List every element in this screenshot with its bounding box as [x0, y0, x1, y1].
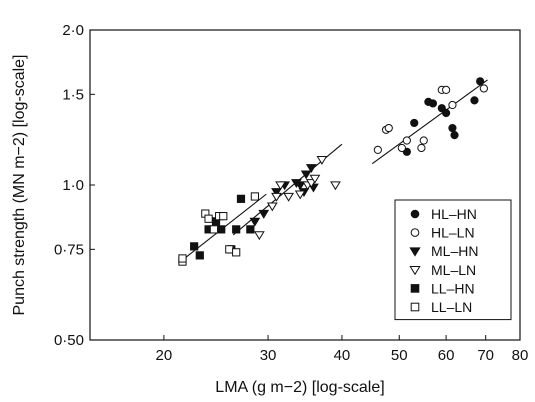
data-point — [448, 100, 457, 110]
x-tick-label: 20 — [156, 347, 173, 364]
data-point — [448, 123, 457, 133]
data-point — [217, 225, 226, 234]
legend-marker — [410, 302, 420, 312]
data-point — [410, 118, 419, 128]
data-point — [258, 209, 270, 219]
x-tick-label: 70 — [477, 347, 494, 364]
data-point — [195, 251, 204, 260]
data-point — [246, 225, 255, 234]
data-point — [232, 225, 241, 234]
data-point — [450, 131, 459, 140]
regression-line — [371, 79, 488, 165]
data-point — [442, 108, 451, 118]
legend-label: HL–LN — [431, 225, 475, 241]
y-tick-label: 2·0 — [62, 22, 84, 39]
data-point — [330, 181, 341, 191]
legend-label: LL–LN — [431, 299, 472, 315]
data-point — [309, 174, 321, 184]
legend-marker — [410, 228, 420, 237]
data-point — [402, 136, 411, 145]
x-tick-label: 60 — [438, 347, 455, 364]
data-point — [442, 85, 451, 95]
data-point — [300, 170, 312, 180]
data-point — [417, 143, 426, 153]
x-tick-label: 50 — [391, 347, 408, 364]
data-point — [250, 192, 259, 201]
data-point — [190, 242, 199, 251]
legend-label: ML–LN — [431, 262, 476, 278]
data-point — [384, 123, 393, 133]
data-point — [316, 156, 328, 165]
x-tick-label: 40 — [334, 347, 351, 364]
data-point — [236, 194, 246, 203]
data-point — [373, 145, 382, 154]
legend-label: ML–HN — [431, 243, 478, 259]
y-tick-label: 0·75 — [54, 241, 84, 258]
data-point — [178, 254, 187, 263]
y-tick-label: 0·50 — [54, 332, 84, 349]
y-tick-label: 1·0 — [62, 177, 84, 194]
data-point — [271, 192, 282, 202]
data-point — [219, 212, 228, 221]
data-point — [209, 225, 219, 234]
data-point — [266, 202, 278, 212]
data-point — [305, 179, 317, 189]
data-point — [294, 190, 306, 200]
legend-box — [394, 199, 512, 321]
x-tick-label: 80 — [512, 347, 529, 364]
data-point — [479, 84, 488, 93]
data-point — [397, 143, 406, 153]
legend-marker — [409, 247, 421, 257]
data-point — [305, 164, 317, 174]
axes: 20 30 40 50 60 70 80 0·50 0·75 1·0 1·5 2·0 — [54, 22, 528, 364]
legend-label: LL–HN — [431, 280, 475, 296]
x-axis-label: LMA (g m−2) [log-scale] — [215, 379, 384, 396]
data-point — [232, 248, 241, 257]
data-point — [275, 181, 286, 191]
data-point — [419, 136, 428, 145]
y-tick-label: 1·5 — [62, 86, 84, 103]
data-point — [204, 214, 213, 223]
legend-marker — [410, 284, 420, 293]
data-point — [476, 77, 485, 86]
y-axis-label: Punch strength (MN m−2) [log-scale] — [11, 55, 28, 316]
data-point — [283, 192, 294, 202]
data-point — [428, 99, 438, 108]
data-point — [294, 181, 306, 191]
data-points — [178, 77, 488, 266]
x-tick-label: 30 — [260, 347, 277, 364]
legend: HL–HN HL–LN ML–HN ML–LN LL–HN LL–LN — [394, 199, 512, 321]
legend-marker — [409, 265, 421, 276]
data-point — [253, 231, 265, 241]
legend-label: HL–HN — [431, 206, 477, 222]
data-point — [225, 245, 234, 254]
legend-marker — [410, 209, 420, 219]
data-point — [470, 96, 479, 105]
data-point — [249, 217, 261, 227]
data-point — [271, 188, 282, 198]
